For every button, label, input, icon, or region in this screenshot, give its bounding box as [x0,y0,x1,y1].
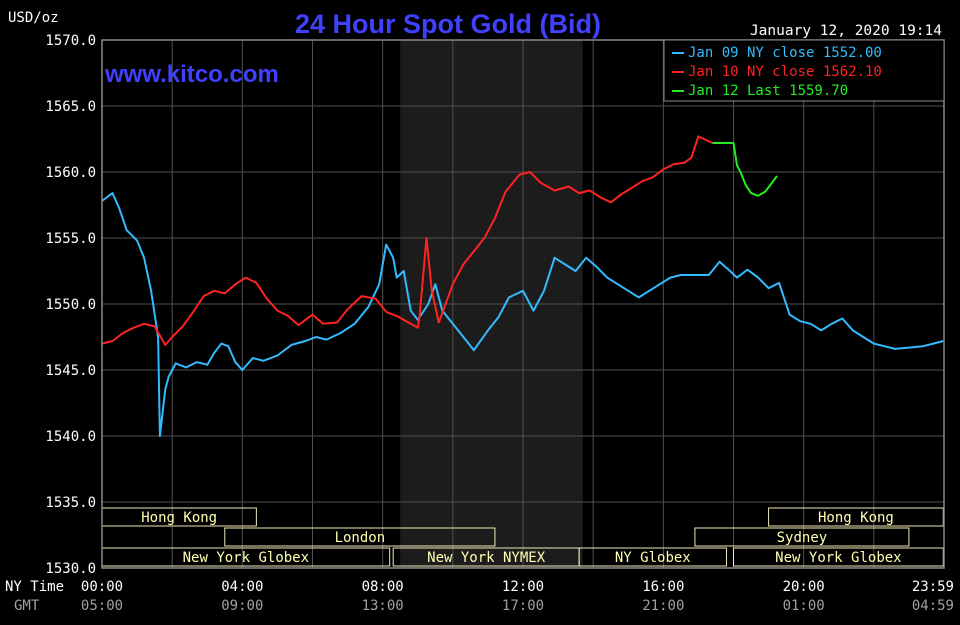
x-tick-label-ny: 04:00 [221,579,263,595]
x-tick-label-gmt: 21:00 [642,598,684,614]
y-tick-label: 1560.0 [45,165,96,181]
y-axis-ticks: 1530.0 1535.0 1540.0 1545.0 1550.0 1555.0 1560… [45,33,96,577]
x-tick-label-gmt: 04:59 [912,598,954,614]
session-label: New York Globex [183,550,309,566]
session-label: Hong Kong [141,510,217,526]
x-tick-label-gmt: 05:00 [81,598,123,614]
x-tick-label-ny: 23:59 [912,579,954,595]
trading-sessions: Hong Kong Hong Kong London Sydney New York G… [101,507,944,567]
x-tick-label-ny: 16:00 [642,579,684,595]
session-label: Sydney [777,530,828,546]
chart-title: 24 Hour Spot Gold (Bid) [295,9,601,39]
x-tick-label-gmt: 17:00 [502,598,544,614]
session-label: NY Globex [615,550,691,566]
y-tick-label: 1550.0 [45,297,96,313]
x-tick-label-ny: 20:00 [783,579,825,595]
x-axis-label-gmt: GMT [14,598,40,614]
series-line-2 [101,135,713,346]
x-tick-label-gmt: 01:00 [783,598,825,614]
series-line-3 [712,142,778,197]
price-series [101,135,944,437]
x-axis-label-ny-time: NY Time [5,579,64,595]
x-axis-ticks: 00:00 05:00 04:00 09:00 08:00 13:00 12:00 17:00… [81,579,954,614]
legend-box [663,39,945,102]
x-tick-label-gmt: 09:00 [221,598,263,614]
x-tick-label-ny: 00:00 [81,579,123,595]
y-tick-label: 1565.0 [45,99,96,115]
session-label: Hong Kong [818,510,894,526]
x-tick-label-ny: 12:00 [502,579,544,595]
legend-label: Jan 09 NY close 1552.00 [688,45,882,61]
session-label: London [335,530,386,546]
session-box [578,547,727,567]
session-label: New York Globex [775,550,901,566]
unit-label: USD/oz [8,10,59,26]
y-tick-label: 1530.0 [45,561,96,577]
series-line-1 [101,192,944,437]
chart-datetime: January 12, 2020 19:14 [750,23,942,39]
y-tick-label: 1535.0 [45,495,96,511]
y-tick-label: 1570.0 [45,33,96,49]
y-tick-label: 1555.0 [45,231,96,247]
legend-label: Jan 10 NY close 1562.10 [688,64,882,80]
legend: Jan 09 NY close 1552.00 Jan 10 NY close 1… [663,39,945,102]
website-watermark: www.kitco.com [104,61,279,88]
grid-lines [101,39,944,569]
y-tick-label: 1545.0 [45,363,96,379]
session-box [224,527,496,547]
session-label: New York NYMEX [427,550,546,566]
legend-label: Jan 12 Last 1559.70 [688,83,848,99]
x-tick-label-gmt: 13:00 [362,598,404,614]
plot-frame [101,39,945,569]
session-box [694,527,910,547]
y-tick-label: 1540.0 [45,429,96,445]
x-tick-label-ny: 08:00 [362,579,404,595]
